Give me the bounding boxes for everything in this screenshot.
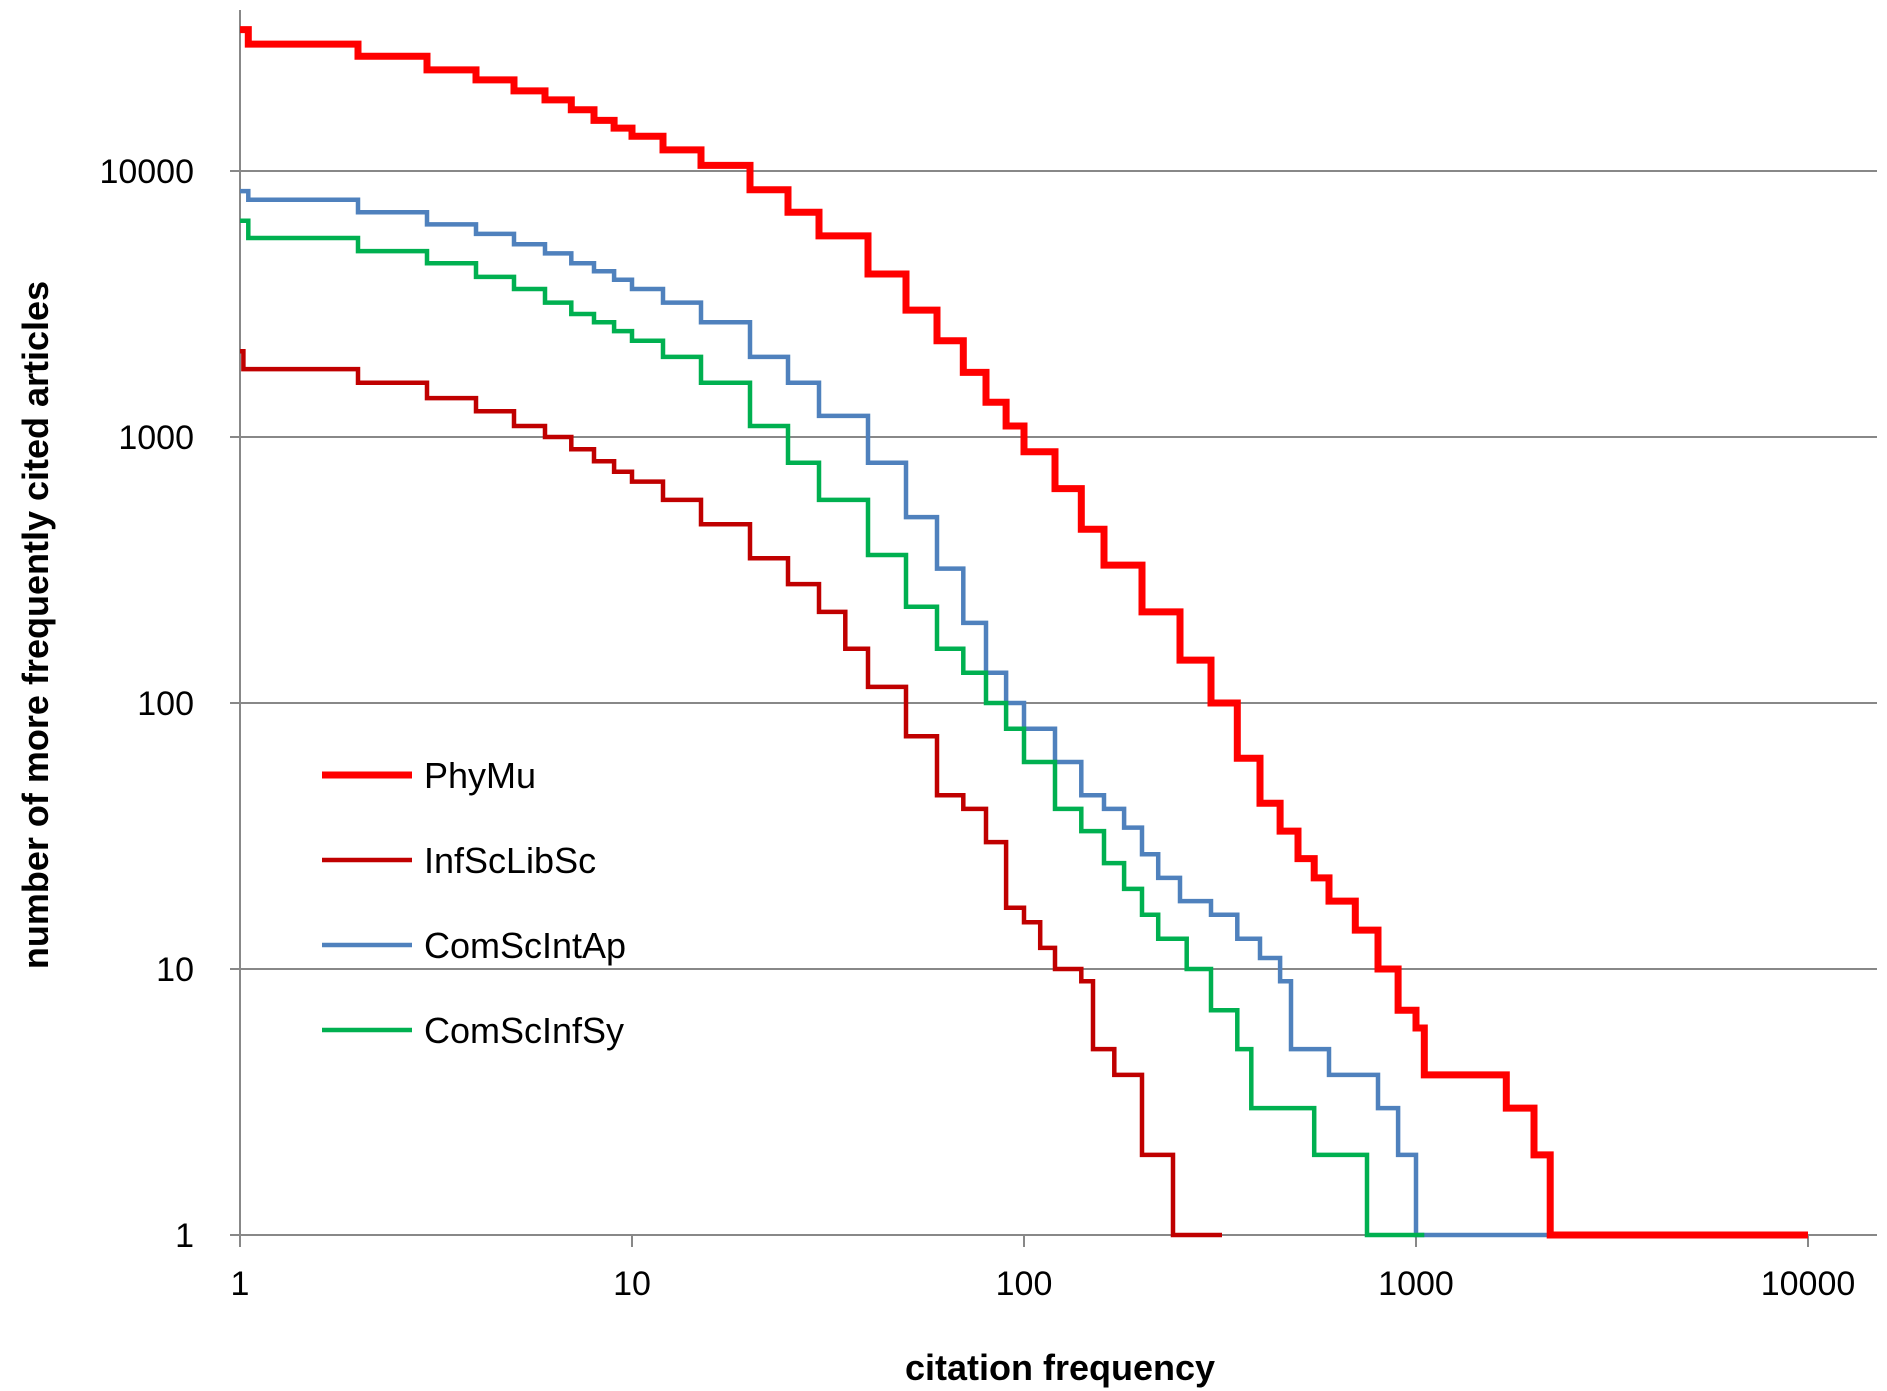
- legend-label-comscinfsy: ComScInfSy: [424, 1010, 624, 1051]
- x-tick-label: 10000: [1761, 1265, 1856, 1303]
- x-tick-label: 1: [231, 1265, 250, 1303]
- series-line-phymu: [240, 26, 1808, 1239]
- x-tick-label: 1000: [1378, 1265, 1454, 1303]
- series-line-comscinfsy: [240, 218, 1425, 1238]
- y-axis-title: number of more frequently cited articles: [15, 281, 56, 969]
- series-layer: [240, 26, 1808, 1239]
- y-tick-label: 1000: [118, 419, 194, 457]
- series-line-comscintap: [240, 188, 1770, 1238]
- legend-label-phymu: PhyMu: [424, 755, 536, 796]
- y-tick-label: 10: [156, 951, 194, 989]
- legend: PhyMu InfScLibSc ComScIntAp ComScInfSy: [322, 755, 626, 1051]
- legend-label-infsclibsc: InfScLibSc: [424, 840, 596, 881]
- x-tick-label: 100: [996, 1265, 1053, 1303]
- tick-labels: 1 10 100 1000 10000 1 10 100 1000 10000: [99, 153, 1855, 1303]
- y-tick-label: 10000: [99, 153, 194, 191]
- y-tick-label: 1: [175, 1217, 194, 1255]
- x-tick-label: 10: [613, 1265, 651, 1303]
- legend-label-comscintap: ComScIntAp: [424, 925, 626, 966]
- axes: [230, 10, 1877, 1247]
- x-axis-title: citation frequency: [905, 1347, 1215, 1388]
- y-tick-label: 100: [137, 685, 194, 723]
- series-line-infsclibsc: [240, 349, 1222, 1238]
